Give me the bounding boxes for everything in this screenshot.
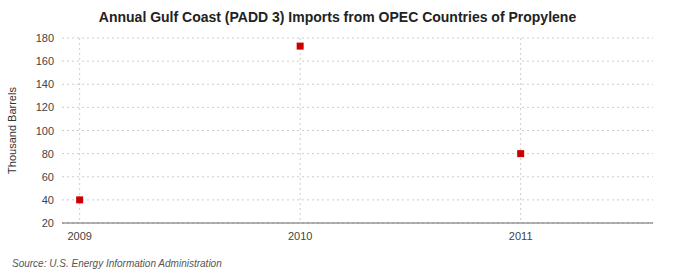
chart-container: Annual Gulf Coast (PADD 3) Imports from … xyxy=(0,0,675,275)
point xyxy=(297,43,304,50)
y-tick-label: 180 xyxy=(36,32,54,44)
y-grid-line xyxy=(62,199,653,200)
y-grid-line xyxy=(62,84,653,85)
y-grid-line xyxy=(62,223,653,224)
y-tick-label: 80 xyxy=(42,148,54,160)
y-tick-label: 140 xyxy=(36,78,54,90)
y-tick-label: 100 xyxy=(36,125,54,137)
title: Annual Gulf Coast (PADD 3) Imports from … xyxy=(99,9,577,25)
y-tick-label: 120 xyxy=(36,101,54,113)
x-tick-label: 2011 xyxy=(509,230,533,242)
y-grid-line xyxy=(62,153,653,154)
x-grid-line xyxy=(300,38,301,223)
y-axis-label: Thousand Barrels xyxy=(6,87,18,174)
x-grid-line xyxy=(79,38,80,223)
source-note: Source: U.S. Energy Information Administ… xyxy=(12,258,222,269)
y-grid-line xyxy=(62,107,653,108)
x-tick-label: 2009 xyxy=(67,230,91,242)
x-axis-line xyxy=(62,223,653,224)
y-grid-line xyxy=(62,130,653,131)
x-tick-label: 2010 xyxy=(288,230,312,242)
points xyxy=(76,43,524,204)
chart-svg: Annual Gulf Coast (PADD 3) Imports from … xyxy=(0,0,675,275)
point xyxy=(517,150,524,157)
y-grid-line xyxy=(62,38,653,39)
point xyxy=(76,196,83,203)
axes: 20 40 60 80 100 120 140 160 180 2009 2010 2011 xyxy=(36,32,653,242)
y-tick-label: 20 xyxy=(42,217,54,229)
y-grid-line xyxy=(62,61,653,62)
y-tick-label: 40 xyxy=(42,194,54,206)
grid xyxy=(62,38,653,223)
x-grid-line xyxy=(520,38,521,223)
y-grid-line xyxy=(62,176,653,177)
y-tick-label: 160 xyxy=(36,55,54,67)
y-tick-label: 60 xyxy=(42,171,54,183)
